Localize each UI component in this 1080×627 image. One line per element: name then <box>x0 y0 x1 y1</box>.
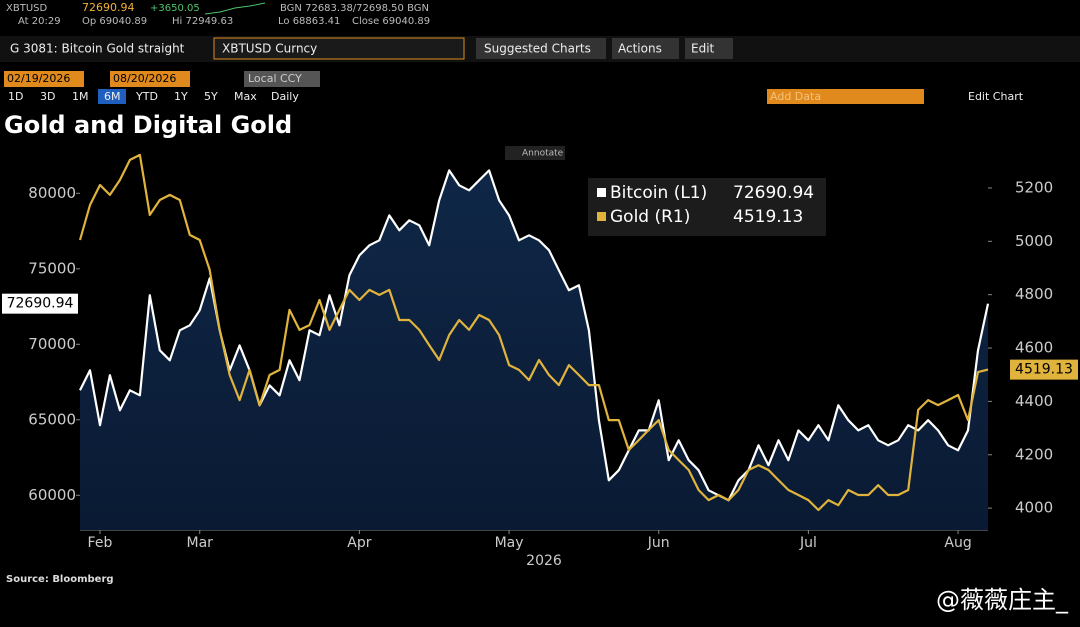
y-tick-label: 65000 <box>28 410 76 428</box>
value-tag-label: 4519.13 <box>1015 362 1073 378</box>
y2-tick-label: 4000 <box>1015 499 1053 517</box>
x-tick-label: Jul <box>799 535 817 551</box>
legend-label: Gold (R1) <box>610 207 690 227</box>
quote: BGN 72683.38/72698.50 BGN <box>280 3 429 14</box>
period[interactable]: 1D <box>8 90 23 103</box>
start-date[interactable]: 02/19/2026 <box>7 72 70 85</box>
period-highlight <box>98 89 126 104</box>
open: Op 69040.89 <box>82 16 147 27</box>
annotate[interactable]: Annotate <box>522 149 564 159</box>
legend-value: 72690.94 <box>733 183 814 203</box>
start-date-input[interactable] <box>4 71 84 87</box>
period[interactable]: 6M <box>104 90 121 103</box>
period[interactable]: 5Y <box>204 90 218 103</box>
period[interactable]: 1Y <box>174 90 188 103</box>
period[interactable]: 1M <box>72 90 89 103</box>
line <box>78 153 989 512</box>
x-tick-label: Mar <box>187 535 214 551</box>
x-tick-label: Jun <box>647 535 670 551</box>
y2-tick-label: 5000 <box>1015 232 1053 250</box>
plot: 60000 65000 70000 75000 80000 4000 4200 4400 460… <box>2 153 1078 551</box>
end-date[interactable]: 08/20/2026 <box>113 72 176 85</box>
y2-tick-label: 4200 <box>1015 445 1053 463</box>
legend-swatch <box>597 212 606 221</box>
x-tick-label: Apr <box>347 535 371 551</box>
y-tick-label: 70000 <box>28 335 76 353</box>
y2-tick-label: 4400 <box>1015 392 1053 410</box>
currency[interactable]: Local CCY <box>248 72 302 85</box>
x-tick-label: Feb <box>88 535 113 551</box>
period[interactable]: YTD <box>135 90 158 103</box>
value-tag <box>2 293 78 314</box>
annotate-button[interactable] <box>505 146 565 160</box>
frequency[interactable]: Daily <box>271 90 299 103</box>
menu-button[interactable] <box>612 38 679 59</box>
end-date-input[interactable] <box>110 71 190 87</box>
period[interactable]: Max <box>234 90 257 103</box>
currency-select[interactable] <box>244 71 320 87</box>
y2-tick-label: 4800 <box>1015 285 1053 303</box>
sparkline <box>204 2 266 15</box>
line <box>79 169 990 502</box>
security-input[interactable] <box>213 37 465 60</box>
add-data[interactable]: Add Data <box>770 90 821 103</box>
value-tag <box>1010 359 1078 380</box>
period-buttons: 1D 3D 1M 6M YTD 1Y 5Y Max <box>8 90 257 103</box>
time: At 20:29 <box>18 16 61 27</box>
x-tick-label: Aug <box>944 535 971 551</box>
high: Hi 72949.63 <box>172 16 233 27</box>
y2-tick-label: 5200 <box>1015 178 1053 196</box>
low: Lo 68863.41 <box>278 16 340 27</box>
source: Source: Bloomberg <box>6 574 114 585</box>
ticker: XBTUSD <box>6 3 47 14</box>
watermark: @薇薇庄主_ <box>936 586 1069 614</box>
close: Close 69040.89 <box>352 16 430 27</box>
period[interactable]: 3D <box>40 90 55 103</box>
chart-title: Gold and Digital Gold <box>4 111 292 139</box>
menu-button[interactable] <box>476 38 606 59</box>
security[interactable]: XBTUSD Curncy <box>222 42 317 56</box>
change: +3650.05 <box>150 3 200 14</box>
x-axis-label: 2026 <box>526 553 562 569</box>
x-tick-label: May <box>495 535 524 551</box>
area <box>80 170 988 530</box>
value-tag-label: 72690.94 <box>7 296 74 312</box>
add-data-input[interactable] <box>767 89 924 104</box>
y-tick-label: 80000 <box>28 184 76 202</box>
y-tick-label: 75000 <box>28 259 76 277</box>
legend-swatch <box>597 188 606 197</box>
legend-value: 4519.13 <box>733 207 803 227</box>
edit-chart[interactable]: Edit Chart <box>968 90 1024 103</box>
y-tick-label: 60000 <box>28 486 76 504</box>
legend <box>588 178 826 236</box>
legend-label: Bitcoin (L1) <box>610 183 707 203</box>
menu-label[interactable]: Suggested Charts <box>484 42 591 56</box>
menu-label[interactable]: Edit <box>691 42 715 56</box>
menu-button[interactable] <box>685 38 733 59</box>
function-name: G 3081: Bitcoin Gold straight <box>10 42 185 56</box>
menu-label[interactable]: Actions <box>618 42 662 56</box>
y2-tick-label: 4600 <box>1015 339 1053 357</box>
last-price: 72690.94 <box>82 1 135 14</box>
